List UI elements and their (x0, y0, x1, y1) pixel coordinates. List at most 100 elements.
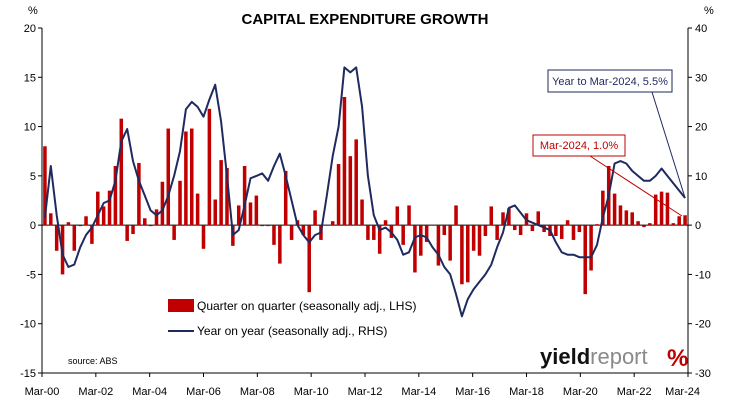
bar (442, 225, 447, 235)
bar (577, 225, 582, 233)
right-tick-label: -10 (695, 269, 711, 281)
bar (248, 202, 253, 226)
bar (125, 225, 129, 241)
bar (642, 225, 646, 228)
left-tick-labels: -15 -10 -5 0 5 10 15 20 (20, 23, 42, 380)
right-tick-label: 30 (695, 72, 707, 84)
bar (601, 190, 605, 226)
bar (236, 205, 241, 226)
bar (66, 222, 71, 226)
bar (143, 218, 147, 226)
legend: Quarter on quarter (seasonally adj., LHS… (168, 299, 416, 338)
annotation-line-text: Year to Mar-2024, 5.5% (552, 76, 668, 88)
bar (307, 225, 311, 293)
annotation-line-box (547, 69, 673, 93)
x-tick-label: Mar-14 (401, 386, 436, 398)
bar (49, 213, 53, 226)
left-tick-label: 5 (30, 171, 36, 183)
x-tick-label: Mar-12 (348, 386, 383, 398)
bar (289, 225, 294, 240)
bar (178, 180, 182, 226)
bar (413, 225, 417, 273)
bar (154, 209, 159, 226)
bar (113, 166, 118, 226)
bar (383, 220, 388, 226)
bar (653, 194, 658, 226)
x-tick-label: Mar-04 (132, 386, 167, 398)
bar (448, 225, 452, 261)
bar (419, 225, 423, 256)
x-tick-label: Mar-06 (186, 386, 221, 398)
bar (201, 225, 206, 249)
bar (172, 225, 176, 240)
bar (101, 206, 106, 226)
bar (565, 220, 570, 226)
x-tick-label: Mar-02 (78, 386, 113, 398)
bar (501, 212, 505, 226)
bar (272, 225, 276, 245)
bar (648, 223, 652, 226)
logo-percent: % (667, 345, 688, 372)
bar (612, 193, 617, 226)
bar (466, 225, 470, 283)
bar (131, 225, 135, 235)
bar (166, 128, 171, 226)
x-tick-label: Mar-00 (25, 386, 60, 398)
bar (424, 225, 429, 242)
bar (348, 156, 353, 226)
bar (137, 163, 141, 226)
bar (512, 225, 517, 231)
bar (330, 221, 335, 226)
x-tick-label: Mar-20 (563, 386, 598, 398)
bar (195, 193, 200, 226)
left-tick-label: 10 (24, 122, 36, 134)
bar (342, 97, 347, 226)
bar (559, 225, 564, 239)
bar (595, 224, 599, 226)
source-note: source: ABS (68, 356, 118, 366)
bar (495, 225, 499, 240)
bar (618, 205, 623, 226)
bar (430, 225, 435, 226)
bar (677, 216, 681, 226)
bar (436, 225, 441, 266)
yoy-line (43, 66, 686, 318)
left-tick-label: 20 (24, 23, 36, 35)
legend-bar-label: Quarter on quarter (seasonally adj., LHS… (197, 299, 416, 313)
yieldreport-logo: yieldreport % (540, 344, 688, 372)
bar (84, 216, 88, 226)
bar (571, 225, 576, 240)
bar (401, 225, 405, 245)
right-axis-unit: % (704, 5, 714, 17)
annotation-bar-text: Mar-2024, 1.0% (540, 140, 618, 152)
line-group (43, 66, 686, 318)
bar (554, 225, 558, 236)
bar (683, 215, 687, 226)
bar (278, 225, 282, 264)
bar (583, 225, 587, 295)
annotation-bar-box (532, 134, 626, 157)
bar (266, 225, 270, 227)
bar (477, 225, 482, 256)
right-tick-label: 40 (695, 23, 707, 35)
bar (313, 210, 317, 226)
left-tick-label: 0 (30, 220, 36, 232)
bar (260, 225, 264, 227)
bar (536, 211, 541, 226)
left-tick-label: -10 (20, 319, 36, 331)
left-axis-unit: % (28, 5, 38, 17)
bar (366, 225, 370, 240)
bar (54, 225, 59, 251)
x-tick-label: Mar-18 (509, 386, 544, 398)
annotation-line-pointer (651, 91, 686, 199)
left-tick-label: -15 (20, 368, 36, 380)
x-tick-label: Mar-08 (240, 386, 275, 398)
bar (489, 206, 494, 226)
bar (219, 160, 223, 226)
right-tick-label: -20 (695, 319, 711, 331)
bar (225, 167, 229, 226)
bar (460, 225, 464, 285)
bar (665, 192, 670, 226)
bar (78, 225, 82, 227)
